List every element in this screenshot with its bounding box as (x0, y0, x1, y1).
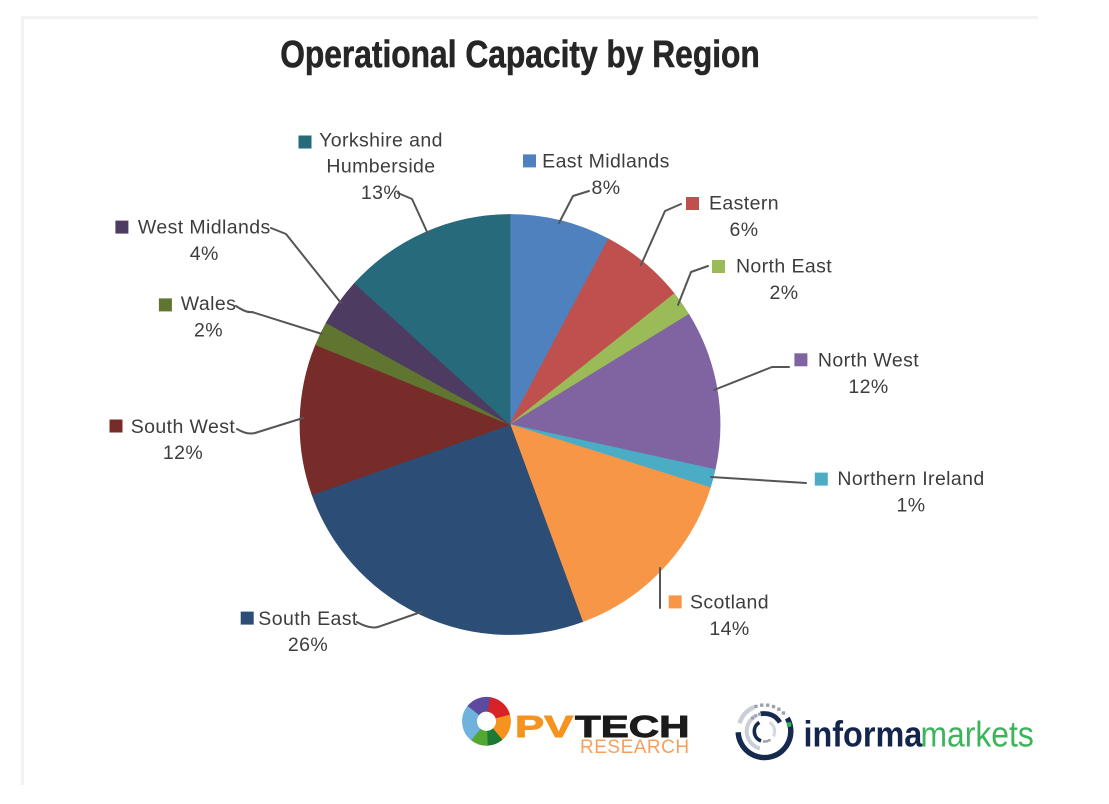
svg-text:TECH: TECH (575, 709, 690, 743)
svg-text:26%: 26% (288, 634, 328, 656)
svg-text:1%: 1% (897, 494, 926, 516)
svg-text:8%: 8% (592, 177, 621, 199)
svg-text:2%: 2% (770, 282, 799, 304)
svg-text:West Midlands: West Midlands (138, 217, 271, 239)
svg-text:PV: PV (515, 709, 573, 743)
svg-text:East Midlands: East Midlands (542, 151, 670, 173)
svg-text:Scotland: Scotland (690, 592, 769, 614)
svg-text:Eastern: Eastern (709, 193, 779, 215)
svg-text:6%: 6% (730, 219, 759, 241)
svg-text:14%: 14% (709, 618, 749, 640)
svg-text:12%: 12% (848, 376, 888, 398)
svg-text:Northern Ireland: Northern Ireland (837, 468, 984, 490)
svg-text:Humberside: Humberside (326, 156, 435, 178)
svg-text:13%: 13% (361, 182, 401, 204)
svg-text:South West: South West (131, 416, 236, 438)
svg-text:informa: informa (803, 715, 923, 755)
svg-text:North West: North West (818, 350, 919, 372)
svg-text:Yorkshire and: Yorkshire and (319, 129, 443, 151)
svg-text:North East: North East (736, 256, 832, 278)
svg-text:markets: markets (921, 715, 1034, 755)
svg-text:South East: South East (258, 608, 358, 630)
svg-text:RESEARCH: RESEARCH (580, 737, 690, 758)
svg-text:4%: 4% (190, 243, 219, 265)
svg-text:2%: 2% (194, 319, 223, 341)
svg-text:12%: 12% (163, 442, 203, 464)
svg-text:Wales: Wales (181, 293, 236, 315)
